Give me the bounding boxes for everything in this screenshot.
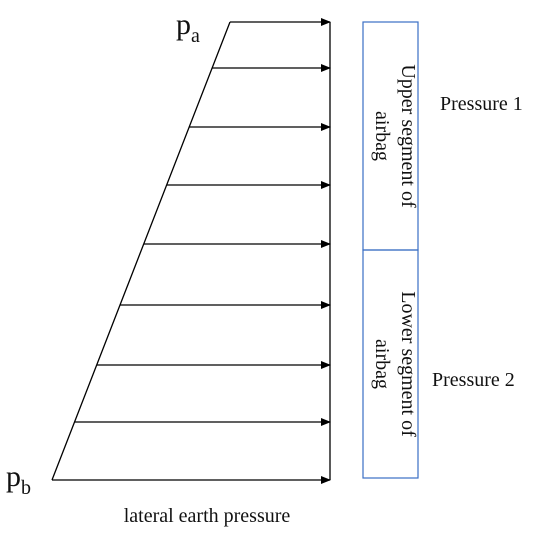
bottom-pressure-label: pb xyxy=(6,460,31,499)
pressure-arrows xyxy=(52,18,331,484)
upper-segment-text: Upper segment of airbag xyxy=(371,64,419,208)
segment-label: Lower segment of xyxy=(397,291,419,437)
lower-segment-box xyxy=(362,249,419,479)
lower-segment-text: Lower segment of airbag xyxy=(371,291,419,437)
segment-label: airbag xyxy=(371,111,393,161)
segment-label: airbag xyxy=(371,339,393,389)
segment-label: Upper segment of xyxy=(397,64,419,208)
pressure-envelope xyxy=(51,21,231,481)
caption: lateral earth pressure xyxy=(124,505,291,527)
pressure-label: Pressure 2 xyxy=(432,369,515,391)
pressure-label: Pressure 1 xyxy=(440,93,523,115)
top-pressure-label: pa xyxy=(176,8,200,47)
